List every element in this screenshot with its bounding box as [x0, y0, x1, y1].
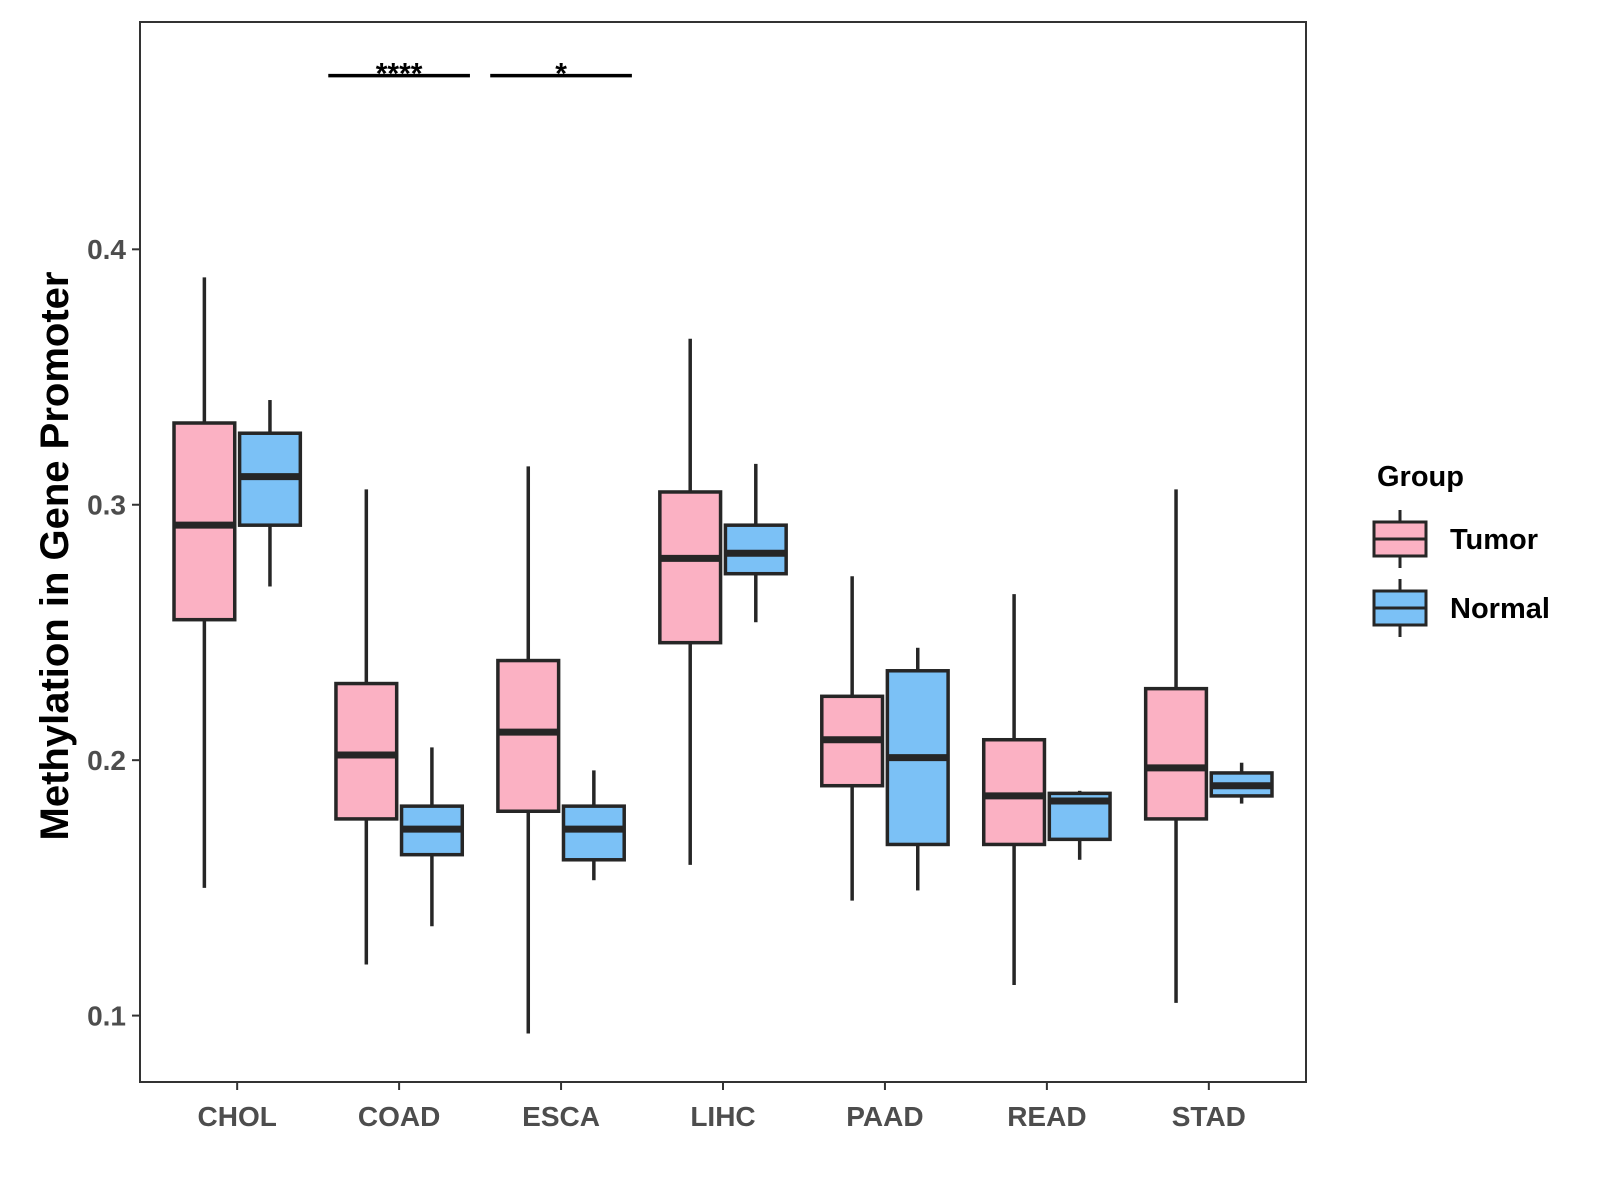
y-tick-label: 0.3 [87, 490, 126, 521]
y-tick-label: 0.2 [87, 745, 126, 776]
box-tumor-chol [172, 277, 237, 888]
box-series [172, 277, 1274, 1034]
legend-item-tumor: Tumor [1372, 510, 1538, 568]
legend-item-normal: Normal [1372, 579, 1550, 637]
legend: Group Tumor Normal [1372, 461, 1550, 637]
y-axis: 0.1 0.2 0.3 0.4 [87, 234, 140, 1031]
box-tumor-lihc [658, 338, 723, 865]
legend-label: Normal [1450, 593, 1550, 625]
box-iqr [1143, 686, 1209, 821]
box-normal-lihc [723, 463, 788, 623]
x-tick-label: ESCA [522, 1101, 600, 1132]
x-tick-label: CHOL [198, 1101, 277, 1132]
box-iqr [496, 658, 561, 814]
box-normal-read [1047, 790, 1112, 860]
y-tick-label: 0.4 [87, 234, 126, 265]
box-normal-chol [237, 400, 303, 587]
y-tick-label: 0.1 [87, 1000, 126, 1031]
x-tick-label: PAAD [846, 1101, 923, 1132]
box-tumor-paad [820, 576, 885, 901]
box-normal-coad [399, 747, 465, 927]
legend-title: Group [1377, 461, 1464, 493]
box-iqr [172, 421, 237, 622]
box-iqr [723, 523, 788, 576]
box-normal-paad [885, 647, 950, 891]
plot-panel [139, 21, 1307, 1083]
significance-annotations: **** * [328, 58, 632, 91]
box-tumor-esca [496, 466, 561, 1034]
box-iqr [561, 804, 626, 862]
box-iqr [658, 490, 723, 645]
box-normal-esca [561, 770, 626, 881]
significance-label: **** [376, 58, 423, 91]
box-iqr [981, 737, 1047, 847]
box-tumor-stad [1143, 489, 1209, 1003]
y-axis-title: Methylation in Gene Promoter [33, 272, 77, 841]
box-iqr [334, 681, 399, 821]
x-tick-label: LIHC [690, 1101, 755, 1132]
x-axis: CHOL COAD ESCA LIHC PAAD READ STAD [198, 1082, 1246, 1132]
x-tick-label: READ [1007, 1101, 1086, 1132]
box-normal-stad [1209, 762, 1274, 804]
box-tumor-read [981, 594, 1047, 985]
significance-label: * [555, 58, 567, 91]
legend-label: Tumor [1450, 524, 1538, 556]
box-tumor-coad [334, 489, 399, 965]
x-tick-label: STAD [1172, 1101, 1246, 1132]
x-tick-label: COAD [358, 1101, 440, 1132]
